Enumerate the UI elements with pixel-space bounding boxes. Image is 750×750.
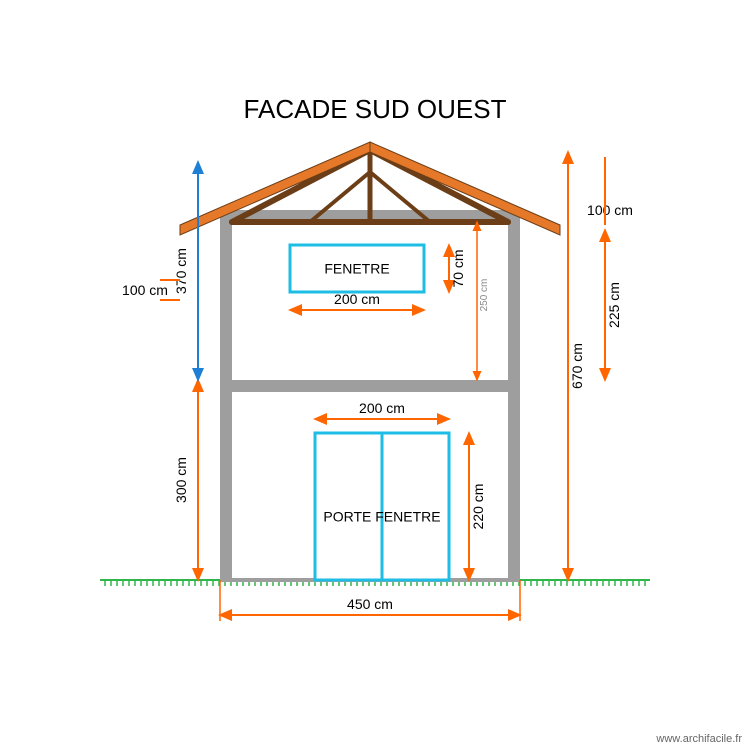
dim-door-w: 200 cm [359,400,405,416]
credit-text: www.archifacile.fr [655,733,742,745]
dim-100-left: 100 cm [122,282,168,298]
dim-window-h: 70 cm [450,249,466,287]
wall-left [220,210,232,580]
page-title: FACADE SUD OUEST [244,94,507,124]
dim-225: 225 cm [606,282,622,328]
wall-right [508,210,520,580]
floor-slab [220,380,520,392]
dim-width-450: 450 cm [347,596,393,612]
dim-300: 300 cm [173,457,189,503]
dim-670: 670 cm [569,343,585,389]
dim-door-h: 220 cm [470,484,486,530]
dim-window-w: 200 cm [334,291,380,307]
dim-100-right: 100 cm [587,202,633,218]
door-label: PORTE FENETRE [323,509,440,525]
dim-370: 370 cm [173,248,189,294]
dim-250: 250 cm [479,279,490,312]
window-label: FENETRE [324,261,389,277]
